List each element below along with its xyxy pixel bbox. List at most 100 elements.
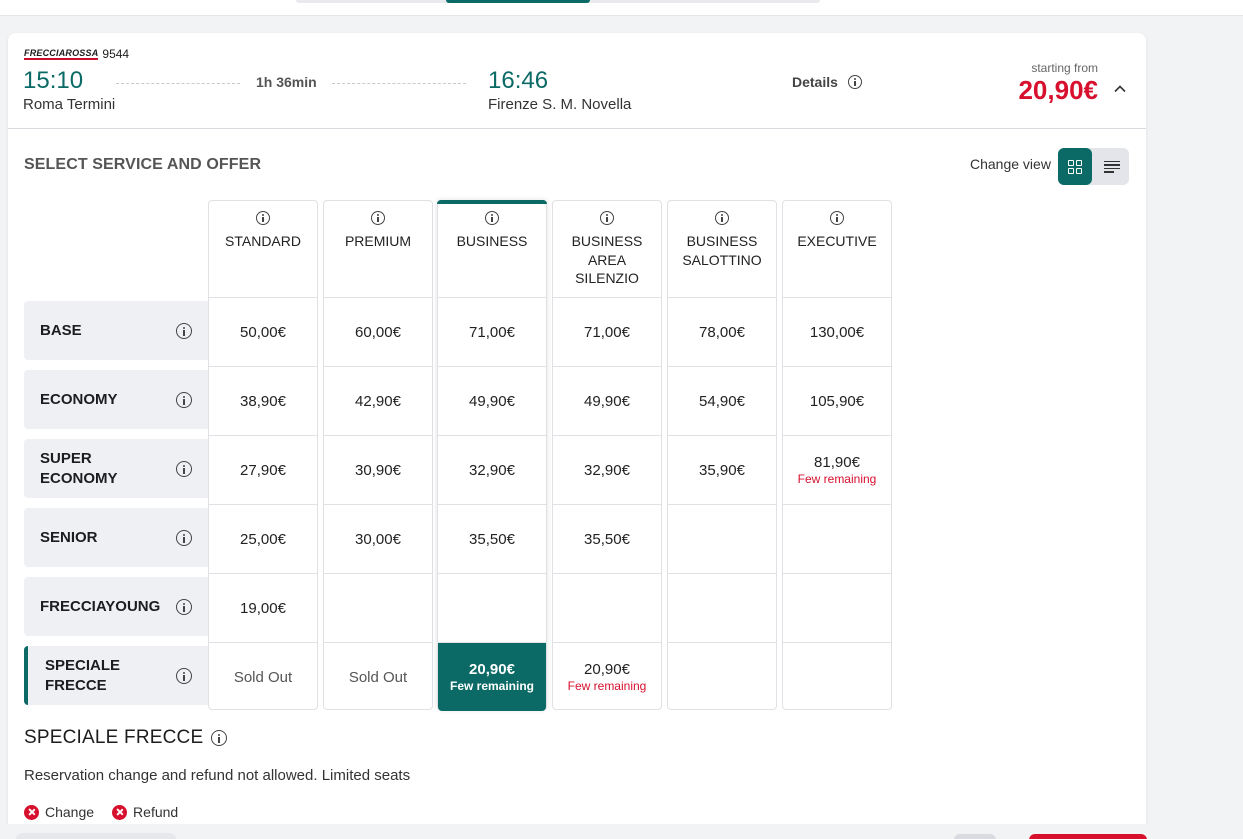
train-brand: FRECCIAROSSA 9544 — [24, 47, 129, 61]
arrival-time: 16:46 — [488, 67, 549, 94]
offer-label: SPECIALE FRECCE — [45, 656, 121, 694]
price-cell — [783, 573, 891, 642]
list-view-button[interactable] — [1095, 148, 1129, 185]
price-value: 35,90€ — [699, 461, 745, 479]
price-value: Sold Out — [348, 668, 408, 686]
price-cell[interactable]: Sold Out — [209, 642, 317, 711]
info-icon[interactable] — [176, 322, 192, 339]
service-column: STANDARD 50,00€ 38,90€ 27,90€ 25,00€ 19,00€ So… — [208, 200, 318, 710]
service-header[interactable]: BUSINESS — [438, 201, 546, 297]
price-cell[interactable]: 81,90€ Few remaining — [783, 435, 891, 504]
info-icon[interactable] — [371, 211, 385, 225]
price-value: 32,90€ — [584, 461, 630, 479]
list-view-icon — [1104, 160, 1120, 173]
service-header[interactable]: EXECUTIVE — [783, 201, 891, 297]
price-value: 105,90€ — [809, 392, 865, 410]
service-header[interactable]: STANDARD — [209, 201, 317, 297]
price-cell[interactable]: 35,90€ — [668, 435, 776, 504]
info-icon[interactable] — [256, 211, 270, 225]
price-cell[interactable]: 42,90€ — [324, 366, 432, 435]
price-value: 27,90€ — [240, 461, 286, 479]
duration-line-left — [116, 83, 240, 84]
offer-detail-title-text: SPECIALE FRECCE — [24, 727, 204, 748]
details-link[interactable]: Details — [792, 74, 862, 90]
top-segment-active[interactable] — [446, 0, 590, 3]
price-cell[interactable]: 20,90€ Few remaining — [438, 642, 546, 711]
departure-time: 15:10 — [23, 67, 84, 94]
info-icon[interactable] — [176, 460, 192, 477]
service-header[interactable]: BUSINESS AREA SILENZIO — [553, 201, 661, 297]
price-cell[interactable]: 78,00€ — [668, 297, 776, 366]
service-column: PREMIUM 60,00€ 42,90€ 30,90€ 30,00€ Sold Out — [323, 200, 433, 710]
service-column: BUSINESS SALOTTINO 78,00€ 54,90€ 35,90€ — [667, 200, 777, 710]
price-cell[interactable]: 25,00€ — [209, 504, 317, 573]
price-cell[interactable]: 38,90€ — [209, 366, 317, 435]
starting-from-label: starting from — [1031, 61, 1098, 75]
price-cell[interactable]: 32,90€ — [553, 435, 661, 504]
price-cell[interactable]: 60,00€ — [324, 297, 432, 366]
price-cell[interactable]: 27,90€ — [209, 435, 317, 504]
chevron-up-icon[interactable] — [1114, 83, 1126, 95]
offer-row-label[interactable]: SUPER ECONOMY — [24, 439, 208, 498]
price-value: Sold Out — [233, 668, 293, 686]
info-icon[interactable] — [485, 211, 499, 225]
info-icon[interactable] — [176, 667, 192, 684]
train-header[interactable]: FRECCIAROSSA 9544 15:10 Roma Termini 1h … — [8, 33, 1146, 129]
top-tab-bar — [0, 0, 1243, 16]
price-cell[interactable]: 30,90€ — [324, 435, 432, 504]
price-cell[interactable]: 54,90€ — [668, 366, 776, 435]
change-view-label: Change view — [970, 156, 1051, 172]
service-header[interactable]: PREMIUM — [324, 201, 432, 297]
offer-row-label[interactable]: FRECCIAYOUNG — [24, 577, 208, 636]
price-value: 130,00€ — [809, 323, 865, 341]
price-cell — [668, 642, 776, 711]
price-cell[interactable]: 50,00€ — [209, 297, 317, 366]
price-value: 35,50€ — [469, 530, 515, 548]
offer-label: FRECCIAYOUNG — [40, 597, 161, 615]
service-column: BUSINESS 71,00€ 49,90€ 32,90€ 35,50€ 20,90€ Fe… — [437, 200, 547, 711]
price-value: 71,00€ — [584, 323, 630, 341]
price-cell[interactable]: 71,00€ — [553, 297, 661, 366]
price-value: 49,90€ — [469, 392, 515, 410]
bottom-left-element — [16, 833, 176, 839]
price-cell[interactable]: 130,00€ — [783, 297, 891, 366]
price-value: 30,00€ — [355, 530, 401, 548]
service-label: BUSINESS AREA SILENZIO — [571, 233, 643, 286]
info-icon[interactable] — [830, 211, 844, 225]
few-remaining-note: Few remaining — [449, 679, 535, 693]
price-cell — [324, 573, 432, 642]
info-icon[interactable] — [176, 391, 192, 408]
price-cell[interactable]: 32,90€ — [438, 435, 546, 504]
price-cell[interactable]: 19,00€ — [209, 573, 317, 642]
price-cell[interactable]: Sold Out — [324, 642, 432, 711]
offer-row-label[interactable]: SENIOR — [24, 508, 208, 567]
cross-circle-icon — [24, 804, 39, 820]
info-icon[interactable] — [176, 598, 192, 615]
price-cell[interactable]: 30,00€ — [324, 504, 432, 573]
price-cell[interactable]: 35,50€ — [553, 504, 661, 573]
bottom-toggle[interactable] — [954, 834, 996, 839]
price-cell[interactable]: 49,90€ — [438, 366, 546, 435]
info-icon — [847, 75, 862, 89]
info-icon[interactable] — [600, 211, 614, 225]
continue-button[interactable] — [1029, 834, 1147, 839]
price-cell[interactable]: 105,90€ — [783, 366, 891, 435]
offer-row-label[interactable]: ECONOMY — [24, 370, 208, 429]
service-header[interactable]: BUSINESS SALOTTINO — [668, 201, 776, 297]
offer-row-label[interactable]: BASE — [24, 301, 208, 360]
price-cell[interactable]: 49,90€ — [553, 366, 661, 435]
price-cell[interactable]: 71,00€ — [438, 297, 546, 366]
price-cell[interactable]: 35,50€ — [438, 504, 546, 573]
price-cell[interactable]: 20,90€ Few remaining — [553, 642, 661, 711]
price-value: 20,90€ — [584, 661, 630, 678]
info-icon[interactable] — [176, 529, 192, 546]
offer-row-label[interactable]: SPECIALE FRECCE — [24, 646, 208, 705]
price-value: 78,00€ — [699, 323, 745, 341]
condition-label: Change — [45, 804, 95, 820]
grid-view-button[interactable] — [1058, 148, 1092, 185]
price-value: 38,90€ — [240, 392, 286, 410]
info-icon[interactable] — [715, 211, 729, 225]
info-icon[interactable] — [211, 730, 228, 746]
price-value: 35,50€ — [584, 530, 630, 548]
price-value: 20,90€ — [469, 661, 515, 678]
